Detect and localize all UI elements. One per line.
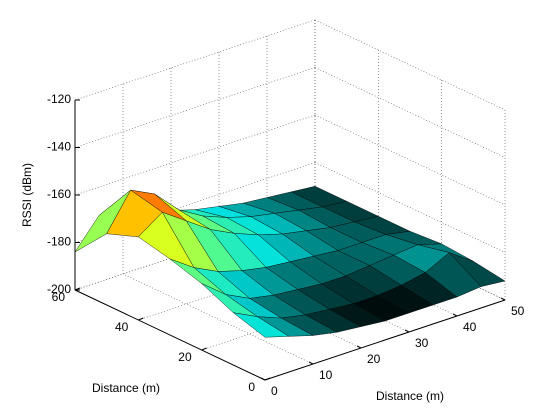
y-axis	[74, 289, 266, 381]
tick-mark	[452, 313, 458, 317]
x-axis-label: Distance (m)	[376, 389, 444, 403]
tick-mark	[356, 345, 362, 349]
tick-mark	[201, 347, 207, 351]
y-tick-label: 0	[248, 380, 255, 394]
grid-line	[74, 114, 316, 196]
tick-mark	[404, 329, 410, 333]
x-tick-label: 30	[415, 336, 429, 350]
tick-mark	[308, 361, 314, 365]
x-tick-label: 0	[271, 384, 278, 398]
x-axis	[264, 299, 506, 381]
z-tick-label: -180	[47, 235, 71, 249]
y-tick-label: 40	[115, 320, 129, 334]
grid-line	[74, 67, 316, 148]
surface-patch	[233, 312, 290, 338]
tick-mark	[264, 377, 271, 381]
tick-mark	[500, 297, 506, 301]
tick-mark	[260, 377, 266, 381]
tick-mark	[138, 317, 144, 321]
z-axis-label: RSSI (dBm)	[20, 163, 34, 227]
grid-line	[314, 67, 506, 158]
x-tick-label: 10	[319, 368, 333, 382]
grid-line	[314, 162, 506, 253]
grid-line	[314, 114, 506, 206]
x-tick-label: 20	[367, 352, 381, 366]
tick-mark	[74, 287, 81, 291]
x-tick-label: 50	[511, 304, 525, 318]
grid-line	[314, 19, 506, 111]
grid-line	[122, 273, 314, 365]
y-axis-label: Distance (m)	[92, 381, 160, 395]
x-tick-label: 40	[463, 320, 477, 334]
z-tick-label: -140	[47, 140, 71, 154]
y-tick-label: 20	[178, 350, 192, 364]
z-tick-label: -160	[47, 187, 71, 201]
z-tick-label: -120	[47, 92, 71, 106]
z-tick-label: -200	[47, 282, 71, 296]
y-tick-label: 60	[52, 290, 66, 304]
grid-line	[74, 19, 316, 101]
